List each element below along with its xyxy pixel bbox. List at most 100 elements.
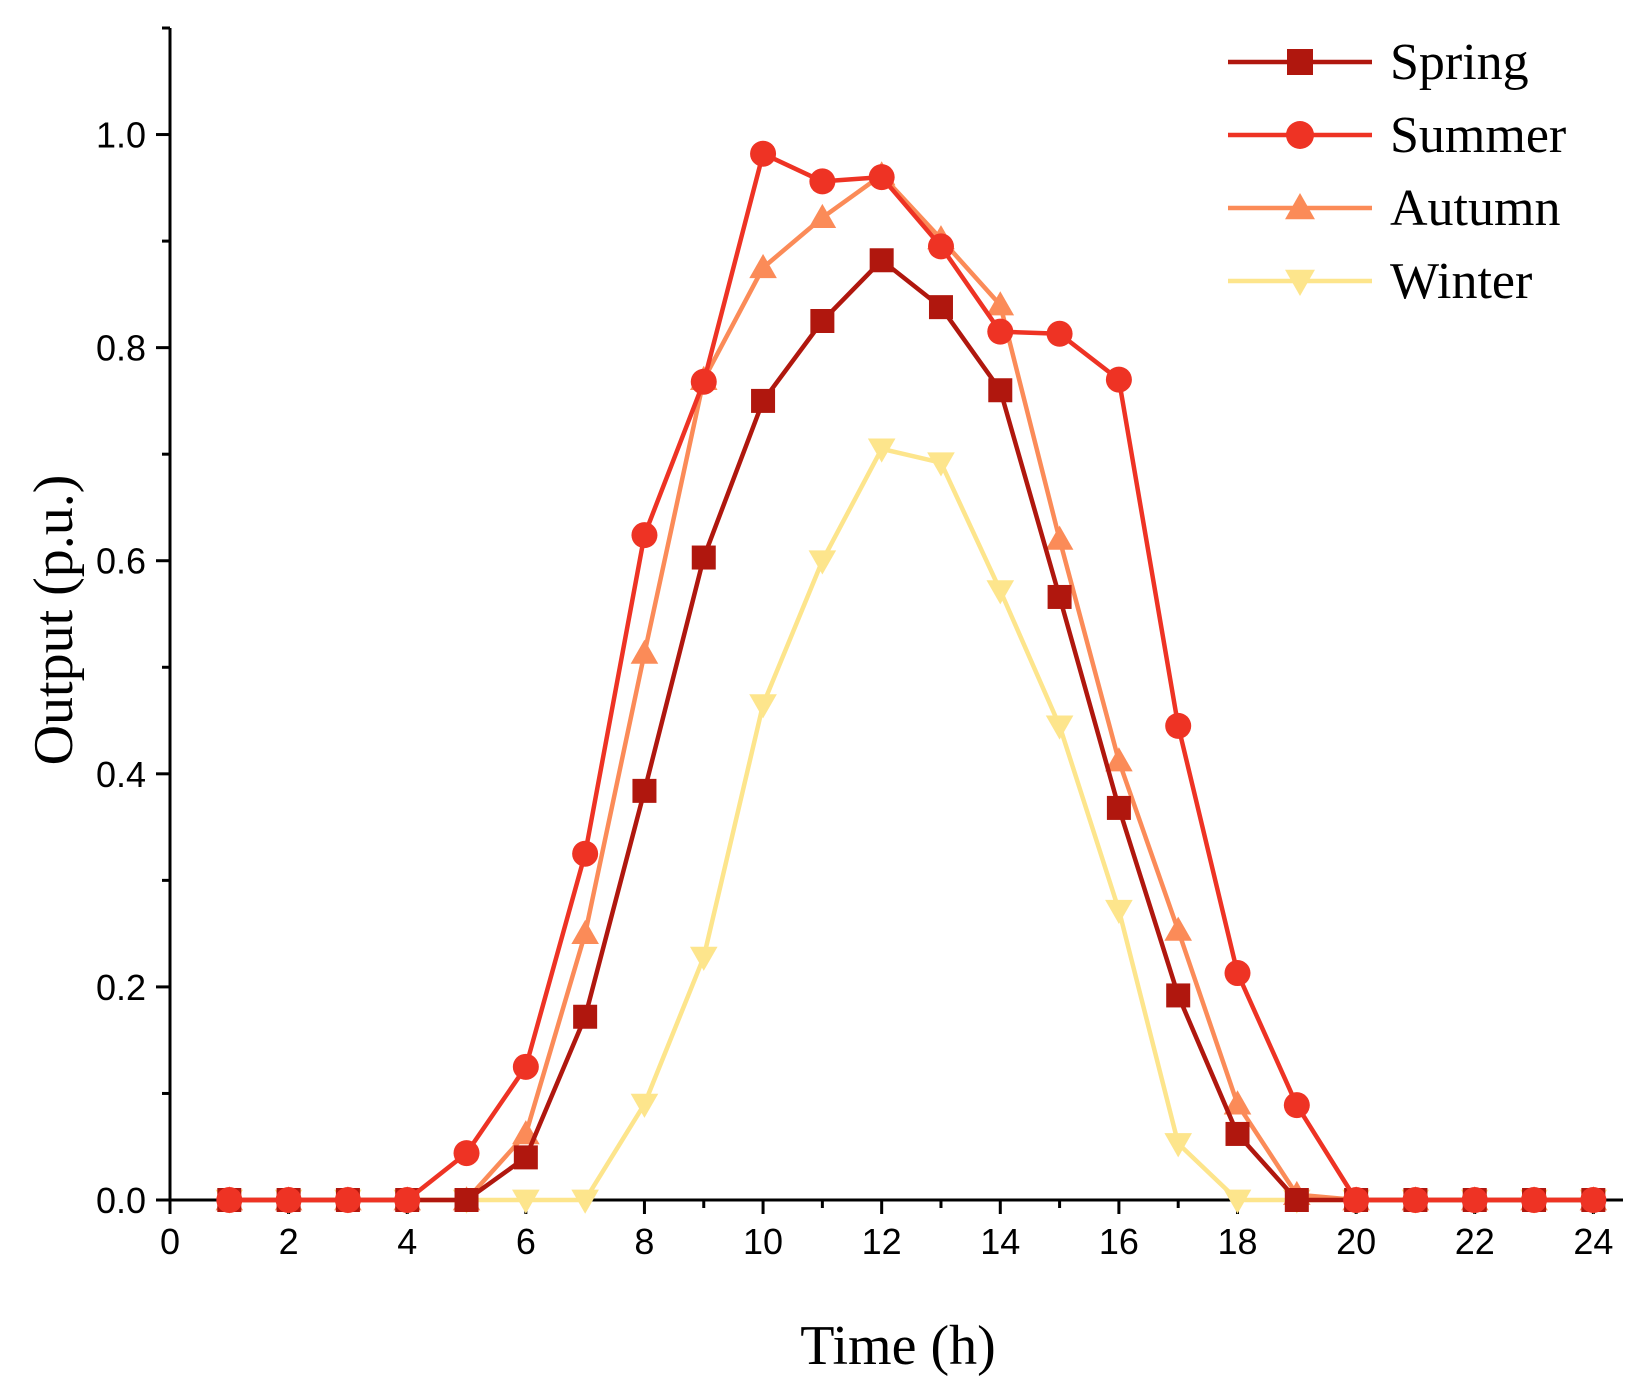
data-point [867, 438, 896, 463]
series-layer [215, 140, 1608, 1214]
series-line-winter [229, 446, 1594, 1203]
y-tick-label: 0.8 [96, 328, 146, 369]
data-point [1045, 715, 1074, 740]
x-tick-label: 0 [160, 1221, 180, 1262]
x-tick-label: 16 [1099, 1221, 1139, 1262]
data-point [394, 1187, 421, 1213]
data-point [1284, 1188, 1309, 1212]
data-point [1223, 1090, 1252, 1115]
data-point [1165, 712, 1192, 739]
data-point [808, 550, 837, 575]
data-point [1223, 1189, 1252, 1214]
data-point [513, 1145, 538, 1170]
legend-label: Summer [1390, 107, 1566, 164]
legend-label: Spring [1390, 34, 1529, 91]
data-point [986, 291, 1015, 316]
data-point [987, 318, 1014, 345]
legend: Spring Summer Autumn Winter [1228, 34, 1566, 310]
legend-label: Winter [1390, 253, 1532, 310]
data-point [749, 253, 777, 279]
data-point [216, 1187, 243, 1213]
data-point [1046, 320, 1073, 347]
x-tick-label: 4 [397, 1221, 417, 1262]
series-line-spring [229, 258, 1594, 1203]
data-point [1461, 1187, 1488, 1213]
data-point [808, 203, 837, 229]
series-spring [217, 248, 1606, 1212]
x-tick-label: 6 [516, 1221, 536, 1262]
series-summer [216, 140, 1607, 1213]
series-line-autumn [229, 172, 1594, 1203]
x-tick-label: 14 [980, 1221, 1020, 1262]
data-point [927, 452, 955, 477]
data-point [1047, 584, 1072, 609]
data-point [986, 580, 1015, 605]
data-point [632, 778, 657, 803]
data-point [334, 1187, 361, 1213]
data-point [1166, 983, 1191, 1008]
data-point [454, 1188, 479, 1212]
legend-marker [1287, 49, 1313, 75]
data-point [1521, 1187, 1548, 1213]
x-tick-label: 8 [634, 1221, 654, 1262]
x-tick-label: 22 [1455, 1221, 1495, 1262]
data-point [1045, 525, 1074, 550]
y-axis-title: Output (p.u.) [23, 475, 85, 766]
data-point [1105, 366, 1132, 393]
data-point [1225, 1121, 1250, 1146]
data-point [809, 168, 836, 195]
data-point [571, 1189, 599, 1214]
data-point [810, 309, 835, 333]
x-tick-label: 24 [1573, 1221, 1613, 1262]
data-point [1164, 1133, 1193, 1158]
legend-item-autumn: Autumn [1228, 180, 1560, 237]
legend-marker [1285, 193, 1315, 220]
data-point [868, 164, 895, 191]
data-point [1106, 795, 1131, 820]
series-line-summer [229, 151, 1594, 1203]
data-point [573, 1004, 598, 1029]
x-tick-label: 20 [1336, 1221, 1376, 1262]
data-point [512, 1053, 539, 1080]
data-point [750, 140, 777, 167]
data-point [751, 388, 776, 413]
data-point [1343, 1187, 1370, 1213]
data-point [275, 1187, 302, 1213]
data-point [1580, 1187, 1607, 1213]
data-point [690, 368, 717, 395]
x-tick-label: 12 [862, 1221, 902, 1262]
y-tick-label: 0.4 [96, 754, 146, 795]
data-point [512, 1189, 540, 1214]
y-tick-label: 1.0 [96, 115, 146, 156]
y-tick-label: 0.2 [96, 967, 146, 1008]
x-tick-label: 10 [743, 1221, 783, 1262]
y-tick-label: 0.0 [96, 1180, 146, 1221]
x-tick-label: 18 [1217, 1221, 1257, 1262]
legend-marker [1285, 269, 1315, 296]
legend-label: Autumn [1390, 180, 1560, 237]
data-point [749, 694, 777, 719]
data-point [928, 295, 953, 320]
data-point [572, 840, 599, 867]
data-point [630, 1093, 659, 1118]
x-tick-label: 2 [279, 1221, 299, 1262]
data-point [453, 1140, 480, 1167]
data-point [1164, 916, 1193, 941]
y-tick-label: 0.6 [96, 541, 146, 582]
data-point [571, 919, 599, 944]
x-axis-title: Time (h) [800, 1315, 996, 1377]
legend-item-winter: Winter [1228, 253, 1532, 310]
data-point [1105, 899, 1133, 924]
series-winter [215, 438, 1608, 1214]
legend-marker [1286, 121, 1314, 149]
legend-item-summer: Summer [1228, 107, 1566, 164]
legend-item-spring: Spring [1228, 34, 1529, 91]
data-point [631, 522, 658, 549]
axes: 0 2 4 6 8 10 12 14 16 18 20 22 240.00.20.40.60.81.0 [96, 26, 1623, 1262]
data-point [691, 545, 716, 570]
data-point [988, 378, 1013, 403]
series-autumn [215, 161, 1608, 1211]
data-point [689, 946, 718, 971]
data-point [1105, 747, 1133, 772]
